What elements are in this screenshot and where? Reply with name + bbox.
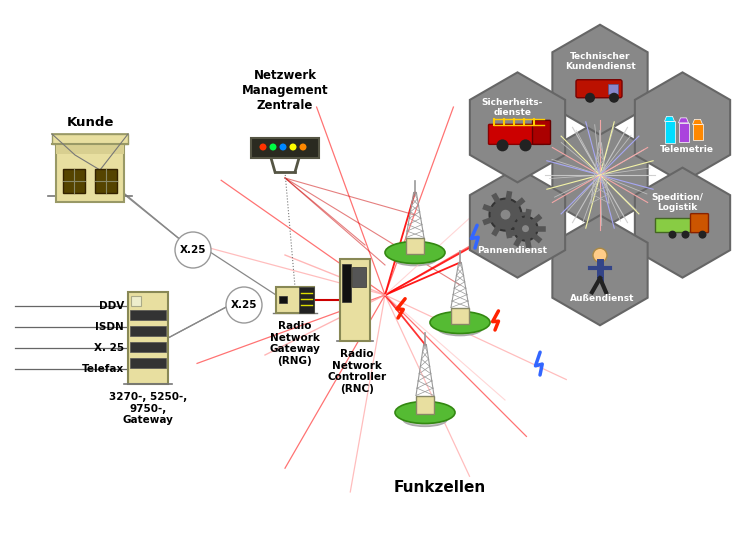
Bar bbox=[340, 259, 370, 341]
Ellipse shape bbox=[403, 413, 447, 426]
Text: Radio
Network
Controller
(RNC): Radio Network Controller (RNC) bbox=[327, 349, 386, 394]
Circle shape bbox=[521, 224, 530, 233]
Bar bbox=[406, 238, 424, 254]
Polygon shape bbox=[470, 72, 565, 182]
Polygon shape bbox=[635, 168, 730, 278]
FancyBboxPatch shape bbox=[533, 120, 551, 144]
Circle shape bbox=[175, 232, 211, 268]
Bar bbox=[130, 342, 166, 352]
Polygon shape bbox=[552, 25, 648, 135]
Text: X.25: X.25 bbox=[180, 245, 206, 255]
Circle shape bbox=[698, 231, 706, 239]
Text: X.25: X.25 bbox=[231, 300, 257, 310]
Circle shape bbox=[500, 209, 511, 220]
Bar bbox=[251, 138, 319, 158]
Circle shape bbox=[260, 143, 266, 150]
Ellipse shape bbox=[430, 311, 490, 334]
Bar bbox=[128, 292, 168, 384]
Bar bbox=[654, 217, 691, 232]
Bar bbox=[95, 169, 117, 193]
Circle shape bbox=[682, 231, 689, 239]
Text: ISDN: ISDN bbox=[95, 322, 124, 332]
FancyBboxPatch shape bbox=[691, 214, 709, 232]
Circle shape bbox=[269, 143, 277, 150]
Polygon shape bbox=[552, 120, 648, 230]
Text: DDV: DDV bbox=[98, 301, 124, 311]
Circle shape bbox=[585, 93, 595, 103]
Bar bbox=[131, 296, 141, 306]
Bar bbox=[130, 310, 166, 320]
Bar bbox=[130, 358, 166, 368]
Bar bbox=[416, 395, 434, 414]
Circle shape bbox=[497, 139, 509, 151]
Polygon shape bbox=[692, 119, 703, 124]
Circle shape bbox=[593, 248, 607, 262]
Circle shape bbox=[489, 199, 521, 231]
Text: Pannendienst: Pannendienst bbox=[477, 246, 548, 255]
Circle shape bbox=[519, 139, 531, 151]
Bar bbox=[63, 169, 85, 193]
Bar bbox=[342, 264, 351, 302]
Bar bbox=[276, 287, 314, 313]
Bar bbox=[130, 326, 166, 336]
Ellipse shape bbox=[395, 401, 455, 424]
Text: Funkzellen: Funkzellen bbox=[394, 480, 486, 495]
Ellipse shape bbox=[385, 241, 445, 263]
Circle shape bbox=[668, 231, 677, 239]
Bar bbox=[451, 308, 469, 324]
Bar bbox=[279, 296, 287, 303]
Bar bbox=[56, 144, 124, 154]
Text: Sicherheits-
dienste: Sicherheits- dienste bbox=[482, 98, 543, 117]
Bar bbox=[679, 123, 689, 142]
Circle shape bbox=[226, 287, 262, 323]
Text: Telefax: Telefax bbox=[82, 364, 124, 374]
FancyBboxPatch shape bbox=[489, 124, 545, 144]
Polygon shape bbox=[679, 118, 689, 123]
Bar bbox=[692, 124, 703, 140]
Circle shape bbox=[289, 143, 296, 150]
Text: Telemetrie: Telemetrie bbox=[659, 145, 713, 154]
FancyBboxPatch shape bbox=[576, 80, 622, 98]
Circle shape bbox=[299, 143, 307, 150]
Text: Kunde: Kunde bbox=[66, 116, 113, 128]
Bar bbox=[299, 287, 314, 313]
Text: Netzwerk
Management
Zentrale: Netzwerk Management Zentrale bbox=[242, 69, 328, 112]
Bar bbox=[56, 144, 124, 202]
Polygon shape bbox=[470, 168, 565, 278]
Polygon shape bbox=[635, 72, 730, 182]
Text: X. 25: X. 25 bbox=[94, 343, 124, 353]
Text: Radio
Network
Gateway
(RNG): Radio Network Gateway (RNG) bbox=[269, 321, 321, 366]
Circle shape bbox=[513, 216, 538, 240]
Bar bbox=[608, 84, 618, 94]
Ellipse shape bbox=[393, 252, 437, 265]
Circle shape bbox=[280, 143, 286, 150]
Polygon shape bbox=[552, 215, 648, 325]
Text: Spedition/
Logistik: Spedition/ Logistik bbox=[651, 193, 703, 212]
Bar bbox=[352, 267, 366, 287]
Text: 3270-, 5250-,
9750-,
Gateway: 3270-, 5250-, 9750-, Gateway bbox=[109, 392, 187, 425]
Circle shape bbox=[609, 93, 619, 103]
Ellipse shape bbox=[438, 321, 482, 335]
Bar bbox=[665, 122, 674, 143]
Polygon shape bbox=[665, 116, 674, 122]
Text: Technischer
Kundendienst: Technischer Kundendienst bbox=[565, 52, 636, 71]
Text: Außendienst: Außendienst bbox=[570, 294, 634, 303]
Bar bbox=[52, 134, 128, 144]
